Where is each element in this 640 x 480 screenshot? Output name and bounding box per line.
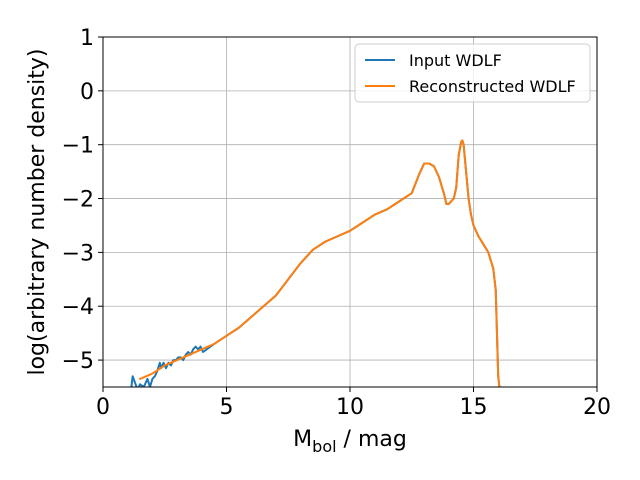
axis-ticks: 0 5 10 15 20 −5 −4 −3 −2 −1 0 1 <box>62 26 611 420</box>
series-line-reconstructed-wdlf <box>139 139 501 387</box>
x-tick-label: 0 <box>96 395 110 420</box>
x-tick-label: 10 <box>336 395 364 420</box>
x-axis-label-unit: / mag <box>337 427 407 452</box>
legend-label-reconstructed-wdlf: Reconstructed WDLF <box>409 77 576 96</box>
x-tick-label: 5 <box>220 395 234 420</box>
y-tick-label: −4 <box>62 295 94 320</box>
y-axis-label: log(arbitrary number density) <box>25 48 50 375</box>
x-tick-label: 15 <box>460 395 488 420</box>
x-axis-label-subscript: bol <box>312 437 336 456</box>
legend: Input WDLF Reconstructed WDLF <box>354 43 591 103</box>
y-tick-label: −2 <box>62 188 94 213</box>
legend-box <box>354 43 591 103</box>
x-tick-label: 20 <box>583 395 611 420</box>
y-tick-label: −1 <box>62 134 94 159</box>
y-tick-label: −5 <box>62 349 94 374</box>
legend-label-input-wdlf: Input WDLF <box>409 51 502 70</box>
x-axis-label-main: M <box>293 427 312 452</box>
y-tick-label: 1 <box>80 26 94 51</box>
series-line-input-wdlf <box>130 139 501 387</box>
series-lines <box>130 139 501 387</box>
y-tick-label: −3 <box>62 241 94 266</box>
y-tick-label: 0 <box>80 80 94 105</box>
x-axis-label: Mbol / mag <box>293 427 407 456</box>
